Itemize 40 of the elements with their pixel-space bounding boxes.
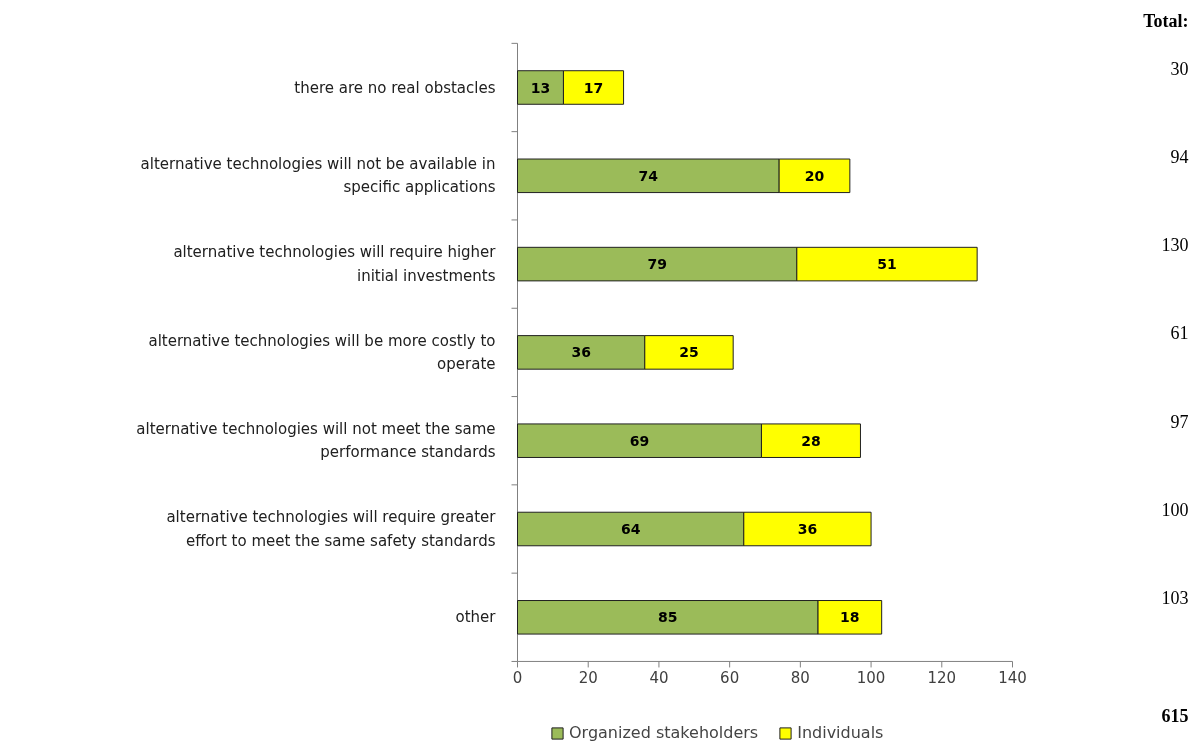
- data-label: 85: [658, 609, 678, 626]
- text: Total:: [1143, 10, 1189, 31]
- x-tick-label: 100: [856, 669, 886, 688]
- data-label: 17: [583, 79, 604, 96]
- legend-label: Organized stakeholders: [569, 723, 759, 742]
- x-tick-label: 60: [720, 669, 740, 688]
- data-label: 13: [530, 79, 551, 96]
- y-tick-label: other: [455, 608, 497, 627]
- data-label: 79: [647, 256, 667, 273]
- text: 30: [1170, 58, 1189, 79]
- text: 615: [1161, 705, 1189, 726]
- text: 97: [1170, 411, 1189, 432]
- text: 130: [1161, 235, 1189, 256]
- data-label: 28: [801, 432, 821, 449]
- text: 94: [1170, 146, 1189, 167]
- x-tick-label: 40: [649, 669, 669, 688]
- data-label: 74: [638, 167, 659, 184]
- x-tick-label: 80: [790, 669, 810, 688]
- x-tick-label: 140: [998, 669, 1027, 688]
- data-label: 36: [571, 344, 591, 361]
- y-tick-label: alternative technologies will require higher initial investments: [173, 243, 497, 285]
- x-tick-label: 20: [578, 669, 598, 688]
- x-tick-label: 120: [927, 669, 957, 688]
- data-label: 64: [620, 521, 641, 537]
- data-label: 20: [804, 167, 825, 184]
- data-label: 36: [797, 521, 818, 537]
- text: 61: [1170, 323, 1189, 344]
- y-tick-label: alternative technologies will require greater effort to meet the same safety standards: [166, 508, 497, 550]
- data-label: 18: [840, 609, 860, 626]
- data-label: 69: [629, 432, 650, 449]
- legend-label: Individuals: [797, 723, 884, 742]
- x-tick-label: 0: [512, 669, 523, 688]
- y-tick-label: alternative technologies will be more costly to operate: [148, 331, 496, 374]
- data-label: 25: [679, 344, 699, 361]
- text: 100: [1161, 500, 1189, 521]
- y-tick-label: alternative technologies will not be available in specific applications: [140, 155, 496, 197]
- data-label: 51: [877, 256, 897, 273]
- y-tick-label: alternative technologies will not meet the same performance standards: [136, 420, 496, 462]
- y-tick-label: there are no real obstacles: [294, 78, 496, 97]
- text: 103: [1161, 588, 1189, 609]
